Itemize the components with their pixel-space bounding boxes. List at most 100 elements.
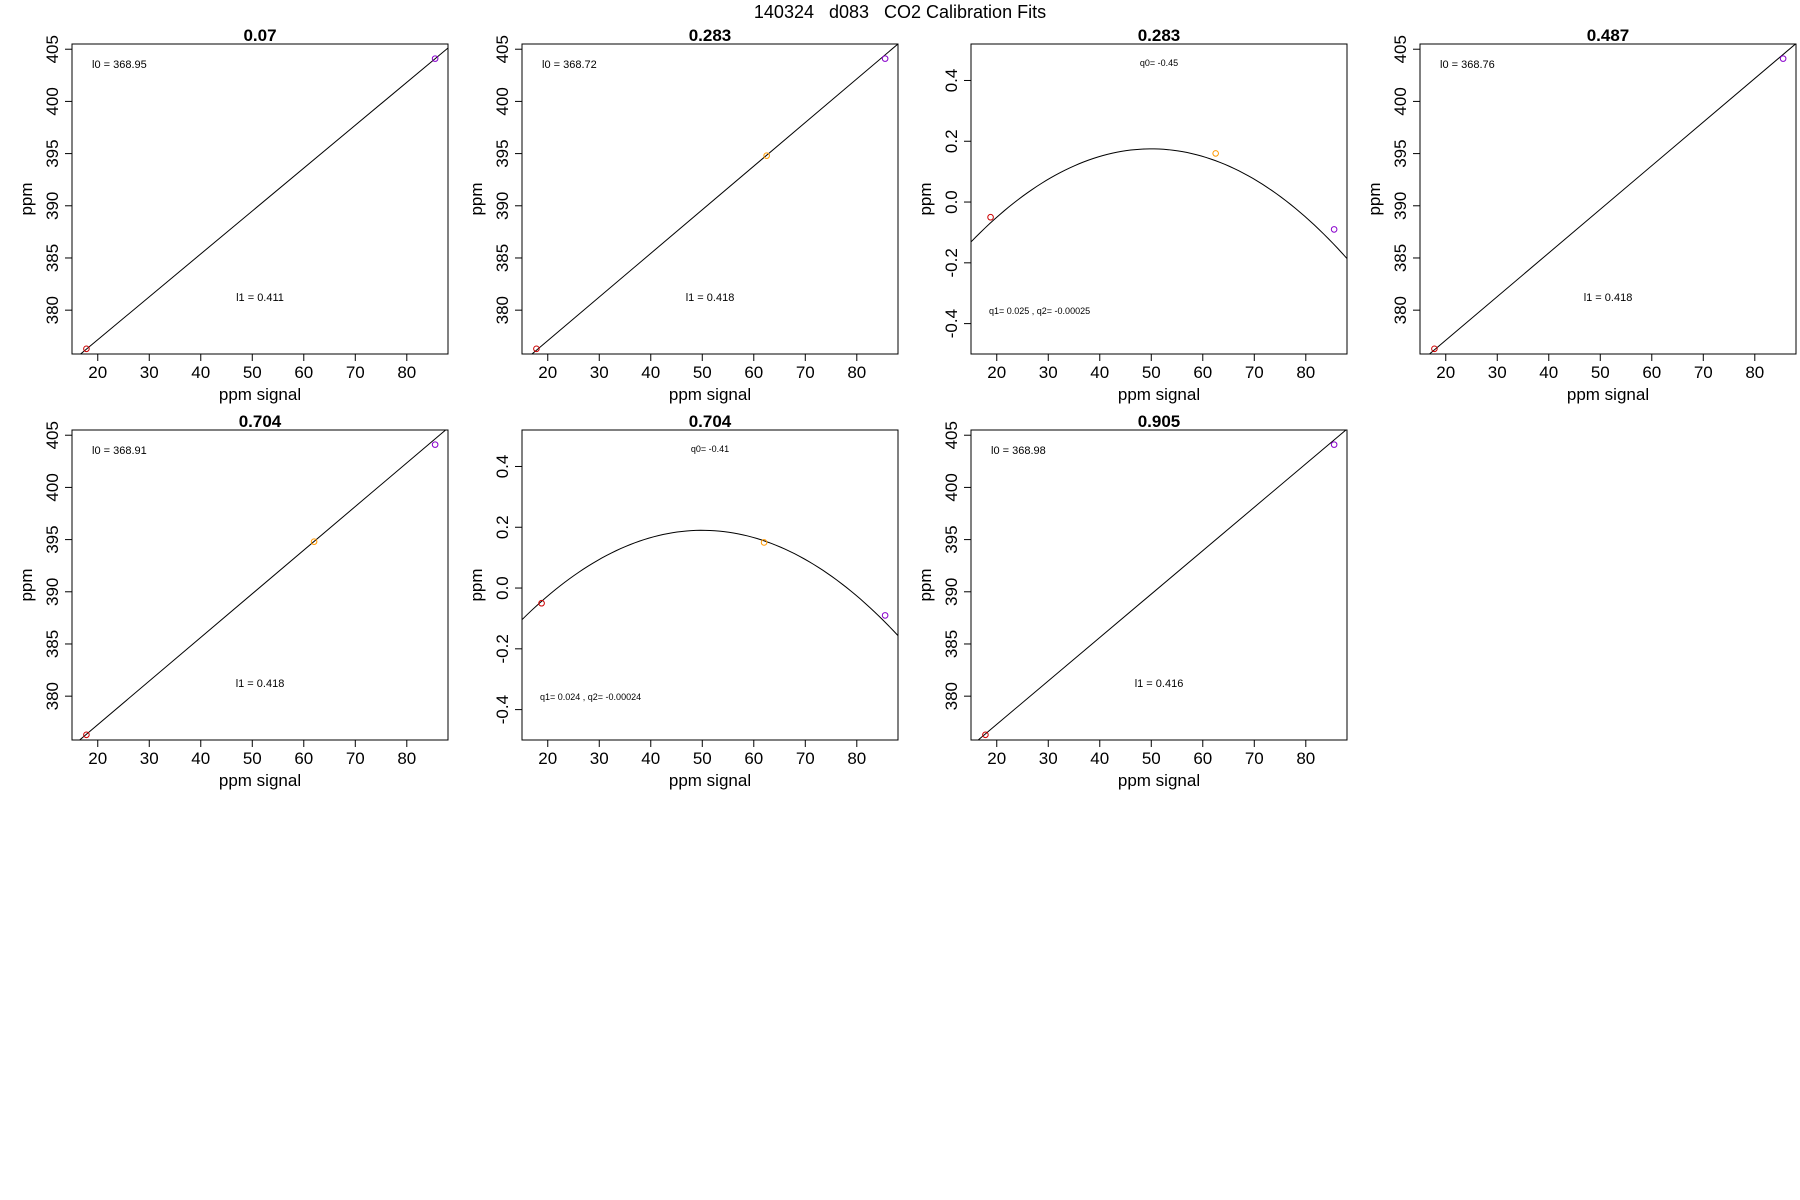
- y-tick-label: 385: [493, 244, 512, 272]
- data-point: [1330, 441, 1338, 448]
- x-axis-label: ppm signal: [219, 385, 301, 404]
- q1-q2-annotation: q1= 0.024 , q2= -0.00024: [540, 692, 641, 702]
- y-tick-label: 0.0: [493, 576, 512, 600]
- calibration-panel-7: 0.905 20 30 40 50 60 70 80 ppm signal 380 385 390 39…: [916, 412, 1348, 790]
- x-tick-label: 50: [1591, 363, 1610, 382]
- fit-line: [78, 430, 447, 740]
- data-point: [1779, 55, 1787, 62]
- data-point: [83, 731, 90, 739]
- x-tick-label: 20: [538, 363, 557, 382]
- plot-frame: [71, 429, 449, 741]
- x-tick-label: 70: [346, 363, 365, 382]
- y-tick-label: 395: [942, 525, 961, 553]
- x-axis-label: ppm signal: [669, 771, 751, 790]
- y-tick-label: 405: [493, 35, 512, 63]
- intercept-annotation: l0 = 368.72: [542, 59, 597, 71]
- x-tick-label: 20: [987, 363, 1006, 382]
- x-tick-label: 80: [1745, 363, 1764, 382]
- y-tick-label: 395: [493, 139, 512, 167]
- x-tick-label: 80: [847, 363, 866, 382]
- x-tick-label: 50: [693, 749, 712, 768]
- x-tick-label: 70: [1694, 363, 1713, 382]
- panel-title: 0.905: [1138, 412, 1181, 431]
- fit-line: [522, 529, 898, 636]
- q0-annotation: q0= -0.45: [1140, 58, 1178, 68]
- y-axis-label: ppm: [467, 182, 486, 215]
- slope-annotation: l1 = 0.411: [236, 292, 284, 304]
- fit-line: [971, 148, 1347, 259]
- x-tick-label: 40: [641, 363, 660, 382]
- y-tick-label: 0.0: [942, 190, 961, 214]
- x-tick-label: 70: [796, 363, 815, 382]
- x-tick-label: 80: [1296, 749, 1315, 768]
- x-tick-label: 30: [1039, 749, 1058, 768]
- intercept-annotation: l0 = 368.95: [92, 59, 147, 71]
- y-axis-label: ppm: [17, 568, 36, 601]
- x-axis-label: ppm signal: [219, 771, 301, 790]
- panel-title: 0.283: [1138, 26, 1181, 45]
- x-tick-label: 50: [243, 749, 262, 768]
- y-tick-label: 0.4: [493, 455, 512, 479]
- y-tick-label: 400: [1391, 87, 1410, 115]
- y-tick-label: 400: [43, 87, 62, 115]
- data-point: [982, 731, 989, 739]
- plot-frame: [1419, 43, 1797, 355]
- y-tick-label: 390: [43, 578, 62, 606]
- y-tick-label: 390: [43, 192, 62, 220]
- x-tick-label: 60: [744, 749, 763, 768]
- y-tick-label: 380: [43, 296, 62, 324]
- y-tick-label: 380: [43, 682, 62, 710]
- intercept-annotation: l0 = 368.76: [1440, 59, 1495, 71]
- slope-annotation: l1 = 0.418: [1584, 292, 1633, 304]
- y-tick-label: -0.4: [942, 309, 961, 338]
- x-tick-label: 30: [140, 749, 159, 768]
- slope-annotation: l1 = 0.418: [236, 678, 285, 690]
- calibration-panel-1: 0.07 20 30 40 50 60 70 80 ppm signal 380 385 390 395…: [17, 26, 449, 404]
- y-tick-label: 405: [1391, 35, 1410, 63]
- x-tick-label: 80: [847, 749, 866, 768]
- x-tick-label: 80: [397, 363, 416, 382]
- y-tick-label: -0.2: [493, 634, 512, 663]
- y-axis-label: ppm: [916, 568, 935, 601]
- calibration-panel-2: 0.283 20 30 40 50 60 70 80 ppm signal 380 385 390 39…: [467, 26, 899, 404]
- y-tick-label: 0.2: [493, 515, 512, 539]
- y-tick-label: -0.2: [942, 248, 961, 277]
- x-tick-label: 40: [641, 749, 660, 768]
- x-tick-label: 80: [397, 749, 416, 768]
- x-tick-label: 70: [1245, 363, 1264, 382]
- x-tick-label: 60: [294, 363, 313, 382]
- y-tick-label: 380: [1391, 296, 1410, 324]
- x-tick-label: 80: [1296, 363, 1315, 382]
- y-tick-label: 380: [942, 682, 961, 710]
- y-tick-label: 395: [43, 525, 62, 553]
- panel-title: 0.487: [1587, 26, 1630, 45]
- data-point: [431, 441, 439, 448]
- y-tick-label: 385: [43, 244, 62, 272]
- y-tick-label: 390: [493, 192, 512, 220]
- data-point: [987, 213, 994, 221]
- panel-title: 0.283: [689, 26, 732, 45]
- x-tick-label: 40: [1090, 749, 1109, 768]
- slope-annotation: l1 = 0.418: [686, 292, 735, 304]
- plot-frame: [521, 43, 899, 355]
- y-tick-label: 400: [942, 473, 961, 501]
- y-tick-label: 405: [942, 421, 961, 449]
- data-point: [1431, 345, 1438, 353]
- x-tick-label: 60: [1642, 363, 1661, 382]
- page-title: 140324 d083 CO2 Calibration Fits: [753, 2, 1047, 22]
- y-tick-label: 385: [43, 630, 62, 658]
- data-point: [538, 599, 545, 607]
- y-tick-label: 400: [493, 87, 512, 115]
- y-tick-label: 385: [942, 630, 961, 658]
- x-tick-label: 50: [693, 363, 712, 382]
- x-tick-label: 60: [294, 749, 313, 768]
- x-tick-label: 60: [1193, 749, 1212, 768]
- y-axis-label: ppm: [467, 568, 486, 601]
- y-tick-label: 0.2: [942, 129, 961, 153]
- plot-frame: [71, 43, 449, 355]
- x-tick-label: 30: [590, 749, 609, 768]
- x-tick-label: 40: [191, 749, 210, 768]
- data-point: [431, 55, 439, 62]
- y-axis-label: ppm: [916, 182, 935, 215]
